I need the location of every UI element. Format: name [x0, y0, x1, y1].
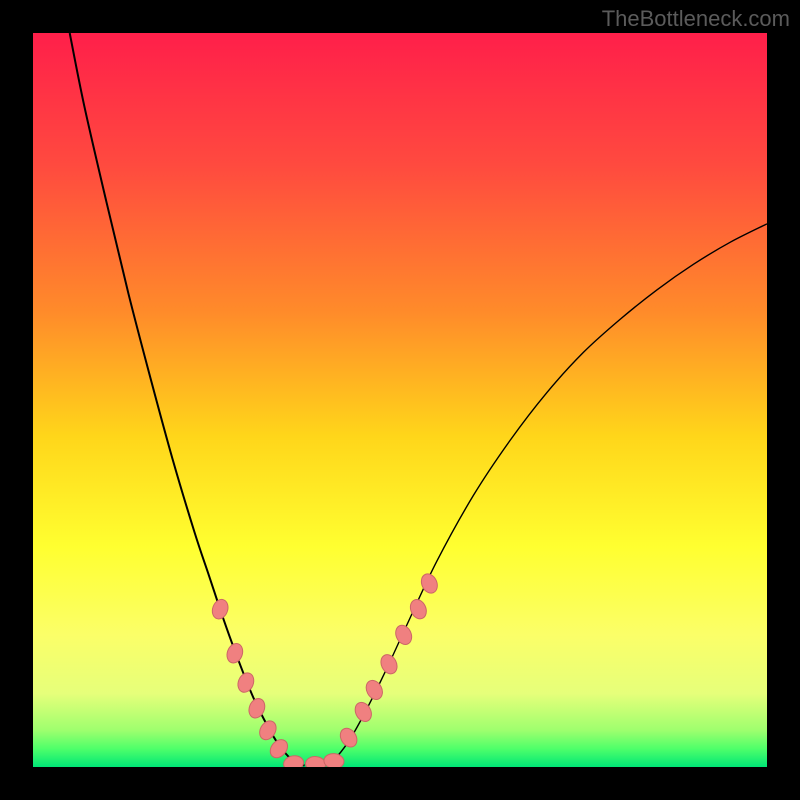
- chart-root: TheBottleneck.com: [0, 0, 800, 800]
- plot-background: [33, 33, 767, 767]
- plot-svg: [33, 33, 767, 767]
- watermark-text: TheBottleneck.com: [602, 6, 790, 32]
